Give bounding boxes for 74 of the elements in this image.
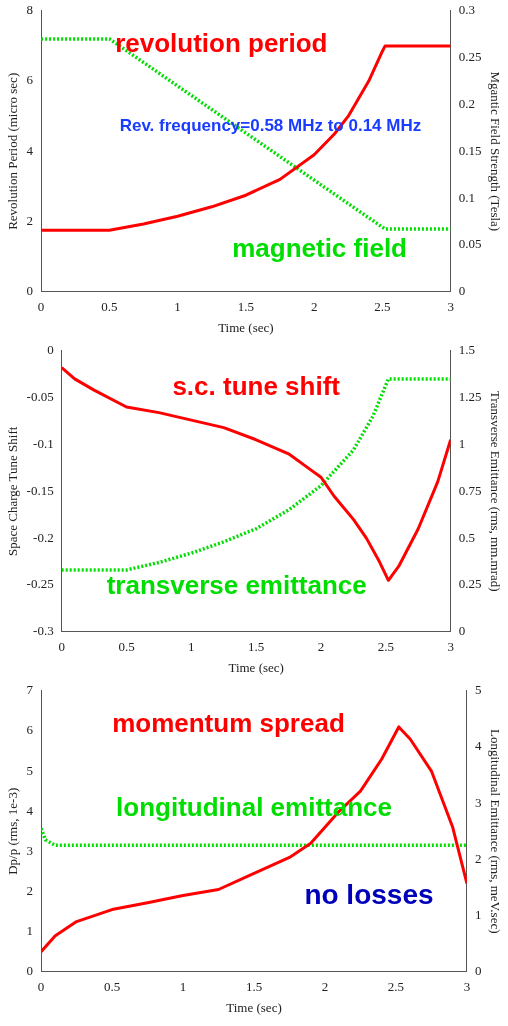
y-tick-label: -0.3 xyxy=(33,623,54,639)
y2-tick-label: 1.5 xyxy=(458,342,475,358)
y-tick-label: -0.2 xyxy=(33,529,54,545)
y2-tick-label: 0.25 xyxy=(458,576,482,592)
y2-tick-label: 5 xyxy=(474,682,482,698)
y-tick-label: 0 xyxy=(26,283,34,299)
y2-tick-label: 0.5 xyxy=(458,529,475,545)
y2-tick-label: 0.3 xyxy=(458,2,475,18)
y-axis-title: Space Charge Tune Shift xyxy=(5,426,21,556)
x-tick-label: 3 xyxy=(447,299,454,315)
y2-tick-label: 1 xyxy=(474,907,482,923)
y-tick-label: -0.1 xyxy=(33,435,54,451)
series-label: momentum spread xyxy=(112,707,345,738)
y-tick-label: 4 xyxy=(26,142,34,158)
y-tick-label: 5 xyxy=(26,762,34,778)
y2-tick-label: 4 xyxy=(474,738,482,754)
x-tick-label: 0 xyxy=(58,639,65,655)
y-tick-label: 2 xyxy=(26,212,34,228)
x-tick-label: 1.5 xyxy=(248,639,265,655)
x-axis-title: Time (sec) xyxy=(228,659,284,675)
y2-tick-label: 0.75 xyxy=(458,482,482,498)
y-tick-label: 0 xyxy=(26,963,34,979)
y-tick-label: 3 xyxy=(26,842,34,858)
x-tick-label: 1.5 xyxy=(237,299,254,315)
y2-tick-label: 1 xyxy=(458,435,466,451)
series-label: s.c. tune shift xyxy=(172,370,341,401)
y-tick-label: 1 xyxy=(26,923,34,939)
y2-axis-title: Longitudinal Emittance (rms, meV.sec) xyxy=(487,729,503,934)
series-label: magnetic field xyxy=(232,232,408,263)
y2-tick-label: 0.15 xyxy=(458,142,482,158)
x-axis-title: Time (sec) xyxy=(226,999,282,1015)
y-tick-label: 7 xyxy=(26,682,34,698)
y2-tick-label: 0.05 xyxy=(458,236,482,252)
y-tick-label: 2 xyxy=(26,882,34,898)
y-tick-label: -0.05 xyxy=(26,389,54,405)
y2-axis-title: Transverse Emittance (rms, mm.mrad) xyxy=(487,390,503,592)
x-tick-label: 2.5 xyxy=(387,979,405,995)
y-tick-label: 4 xyxy=(26,802,34,818)
x-tick-label: 3 xyxy=(447,639,454,655)
y-tick-label: 0 xyxy=(47,342,54,358)
series-label: revolution period xyxy=(115,27,328,58)
y-tick-label: -0.25 xyxy=(26,576,54,592)
y2-tick-label: 0 xyxy=(458,283,466,299)
y-axis-title: Revolution Period (micro sec) xyxy=(5,72,21,230)
annotation: no losses xyxy=(304,878,434,910)
y2-tick-label: 2 xyxy=(474,850,482,866)
x-tick-label: 2 xyxy=(317,639,325,655)
y-tick-label: 8 xyxy=(26,2,34,18)
y2-tick-label: 0 xyxy=(474,963,482,979)
y2-tick-label: 0.2 xyxy=(458,95,475,111)
x-tick-label: 2.5 xyxy=(374,299,391,315)
x-tick-label: 1 xyxy=(174,299,181,315)
x-tick-label: 0.5 xyxy=(118,639,135,655)
x-tick-label: 2 xyxy=(321,979,329,995)
x-tick-label: 1 xyxy=(188,639,195,655)
y-tick-label: -0.15 xyxy=(26,482,54,498)
x-axis-title: Time (sec) xyxy=(218,319,274,335)
y2-tick-label: 0.1 xyxy=(458,189,475,205)
x-tick-label: 3 xyxy=(463,979,471,995)
x-tick-label: 1.5 xyxy=(245,979,263,995)
x-tick-label: 1 xyxy=(179,979,187,995)
series-label: transverse emittance xyxy=(106,570,367,601)
y-tick-label: 6 xyxy=(26,722,34,738)
y2-axis-title: Mgantic Field Strength (Tesla) xyxy=(487,71,503,232)
x-tick-label: 0.5 xyxy=(103,979,121,995)
y2-tick-label: 1.25 xyxy=(458,389,482,405)
y-axis-title: Dp/p (rms, 1e-3) xyxy=(5,787,21,875)
y2-tick-label: 0.25 xyxy=(458,49,482,65)
y2-tick-label: 0 xyxy=(458,623,466,639)
y-tick-label: 6 xyxy=(26,72,34,88)
x-tick-label: 0.5 xyxy=(101,299,118,315)
x-tick-label: 2 xyxy=(310,299,318,315)
x-tick-label: 2.5 xyxy=(377,639,394,655)
y2-tick-label: 3 xyxy=(474,794,482,810)
